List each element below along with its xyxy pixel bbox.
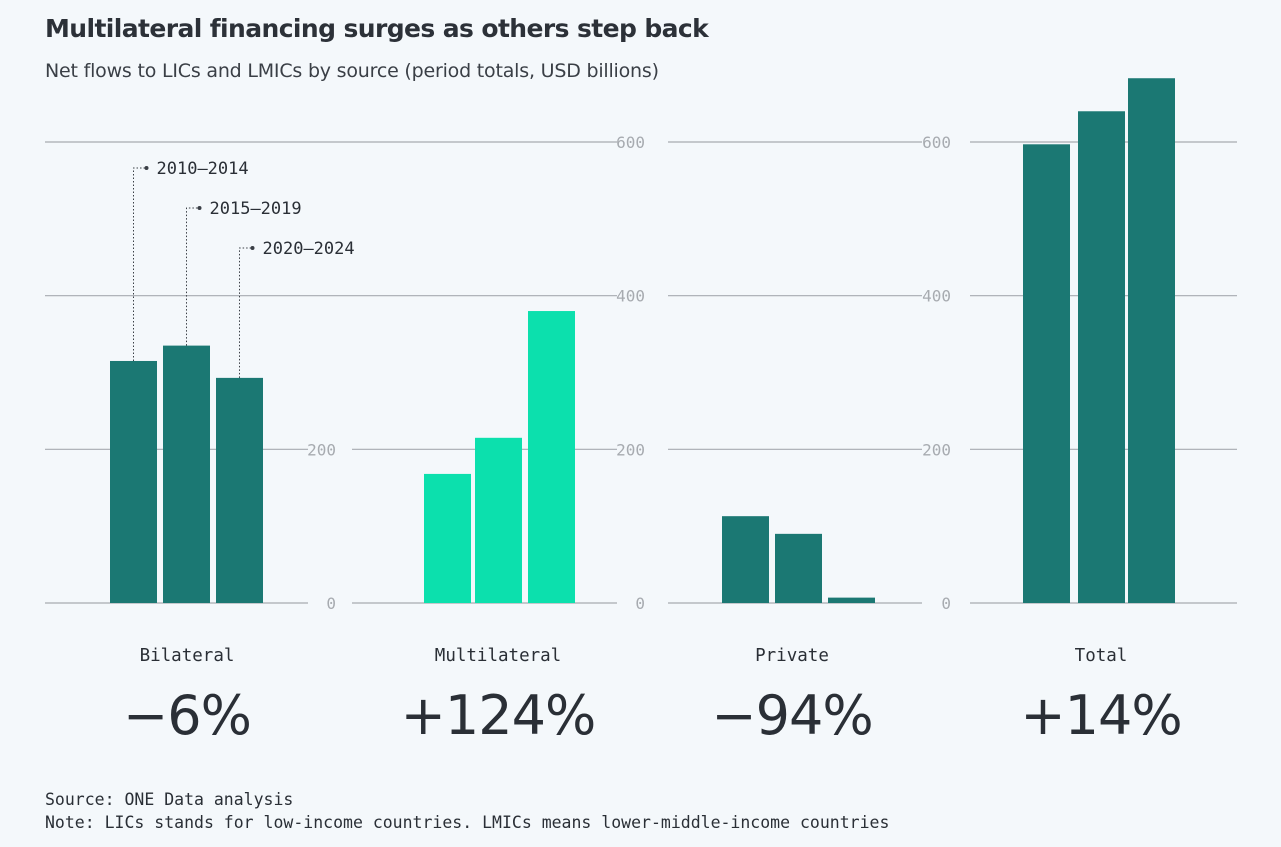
y-tick-label: 0 bbox=[941, 594, 951, 613]
panel-change-total: +14% bbox=[1020, 684, 1181, 747]
bar-multilateral-2 bbox=[475, 437, 522, 603]
y-tick-label: 200 bbox=[922, 440, 951, 459]
bar-bilateral-3 bbox=[216, 377, 263, 603]
y-tick-label: 600 bbox=[616, 133, 645, 152]
bar-bilateral-1 bbox=[110, 360, 157, 603]
y-tick-label: 400 bbox=[616, 287, 645, 306]
bar-multilateral-1 bbox=[424, 473, 471, 603]
bar-bilateral-2 bbox=[163, 345, 210, 603]
y-tick-label: 600 bbox=[922, 133, 951, 152]
bar-total-1 bbox=[1023, 144, 1070, 603]
footer: Source: ONE Data analysis Note: LICs sta… bbox=[45, 788, 889, 834]
legend-label-1: 2010–2014 bbox=[157, 159, 249, 179]
bar-private-3 bbox=[828, 597, 875, 603]
panel-label-private: Private bbox=[755, 646, 829, 666]
y-tick-label: 0 bbox=[635, 594, 645, 613]
panel-change-bilateral: −6% bbox=[123, 684, 251, 747]
legend-leader-line bbox=[133, 167, 146, 361]
panel-label-total: Total bbox=[1075, 646, 1128, 666]
panel-label-multilateral: Multilateral bbox=[435, 646, 561, 666]
bar-total-2 bbox=[1078, 111, 1125, 604]
bar-total-3 bbox=[1128, 78, 1175, 603]
legend-leader-dot bbox=[144, 166, 149, 170]
legend-leader-dot bbox=[250, 246, 255, 250]
legend-leader-dot bbox=[197, 206, 202, 210]
legend-label-2: 2015–2019 bbox=[210, 199, 302, 219]
bar-private-1 bbox=[722, 516, 769, 603]
y-tick-label: 0 bbox=[326, 594, 336, 613]
bar-multilateral-3 bbox=[528, 311, 575, 603]
legend-leader-line bbox=[239, 247, 252, 378]
y-tick-label: 200 bbox=[307, 440, 336, 459]
panel-change-private: −94% bbox=[711, 684, 872, 747]
legend-label-3: 2020–2024 bbox=[263, 239, 355, 259]
source-note: Source: ONE Data analysis bbox=[45, 790, 294, 809]
panel-change-multilateral: +124% bbox=[401, 684, 596, 747]
legend-leader-line bbox=[186, 207, 199, 346]
panel-label-bilateral: Bilateral bbox=[140, 646, 235, 666]
definition-note: Note: LICs stands for low-income countri… bbox=[45, 813, 890, 832]
chart-title: Multilateral financing surges as others … bbox=[45, 14, 709, 43]
chart-subtitle: Net flows to LICs and LMICs by source (p… bbox=[45, 60, 659, 82]
y-tick-label: 200 bbox=[616, 440, 645, 459]
y-tick-label: 400 bbox=[922, 287, 951, 306]
bar-private-2 bbox=[775, 533, 822, 603]
